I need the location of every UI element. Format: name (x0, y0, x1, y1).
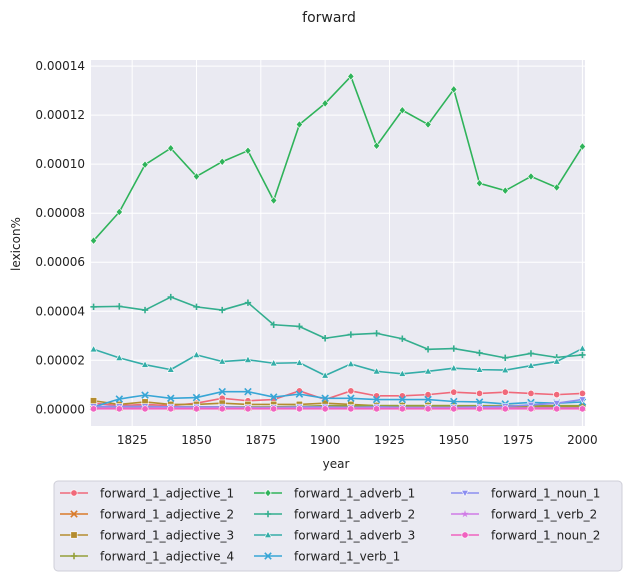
data-point (348, 388, 354, 394)
y-tick-label: 0.00002 (35, 353, 85, 367)
data-point (528, 406, 534, 412)
y-tick-label: 0.00006 (35, 255, 85, 269)
legend-label: forward_1_adverb_1 (294, 487, 415, 501)
y-tick-label: 0.00010 (35, 157, 85, 171)
y-tick-label: 0.00012 (35, 108, 85, 122)
legend-label: forward_1_adverb_2 (294, 508, 415, 522)
data-point (90, 406, 96, 412)
data-point (451, 406, 457, 412)
data-point (553, 406, 559, 412)
data-point (502, 406, 508, 412)
x-tick-label: 1975 (503, 433, 534, 447)
y-tick-label: 0.00004 (35, 304, 85, 318)
legend-label: forward_1_verb_2 (491, 508, 597, 522)
legend-label: forward_1_adjective_1 (100, 487, 234, 501)
data-point (476, 406, 482, 412)
x-tick-label: 1850 (181, 433, 212, 447)
x-tick-label: 1825 (117, 433, 148, 447)
x-tick-label: 1925 (374, 433, 405, 447)
data-point (528, 390, 534, 396)
legend-marker (71, 490, 77, 496)
x-tick-label: 1900 (310, 433, 341, 447)
data-point (476, 390, 482, 396)
y-tick-label: 0.00000 (35, 402, 85, 416)
legend-label: forward_1_noun_2 (491, 529, 600, 543)
data-point (168, 406, 174, 412)
y-axis-label: lexicon% (9, 217, 23, 271)
data-point (219, 406, 225, 412)
legend-label: forward_1_adjective_4 (100, 550, 234, 564)
legend-label: forward_1_verb_1 (294, 550, 400, 564)
legend-label: forward_1_adjective_2 (100, 508, 234, 522)
y-tick-label: 0.00014 (35, 59, 85, 73)
data-point (348, 406, 354, 412)
x-tick-label: 1950 (439, 433, 470, 447)
data-point (270, 406, 276, 412)
data-point (245, 406, 251, 412)
data-point (193, 406, 199, 412)
legend-marker (71, 532, 77, 538)
data-point (579, 406, 585, 412)
data-point (322, 406, 328, 412)
data-point (451, 389, 457, 395)
data-point (296, 406, 302, 412)
legend: forward_1_adjective_1 forward_1_adjective… (54, 481, 622, 571)
data-point (373, 406, 379, 412)
legend-label: forward_1_adjective_3 (100, 529, 234, 543)
chart-title: forward (302, 10, 356, 26)
y-tick-label: 0.00008 (35, 206, 85, 220)
x-axis-label: year (323, 457, 350, 471)
data-point (579, 390, 585, 396)
data-point (425, 406, 431, 412)
legend-marker (462, 532, 468, 538)
x-tick-label: 1875 (246, 433, 277, 447)
data-point (502, 389, 508, 395)
data-point (90, 398, 96, 404)
data-point (116, 406, 122, 412)
data-point (399, 406, 405, 412)
x-tick-label: 2000 (567, 433, 598, 447)
legend-label: forward_1_adverb_3 (294, 529, 415, 543)
data-point (553, 391, 559, 397)
data-point (142, 406, 148, 412)
legend-label: forward_1_noun_1 (491, 487, 600, 501)
